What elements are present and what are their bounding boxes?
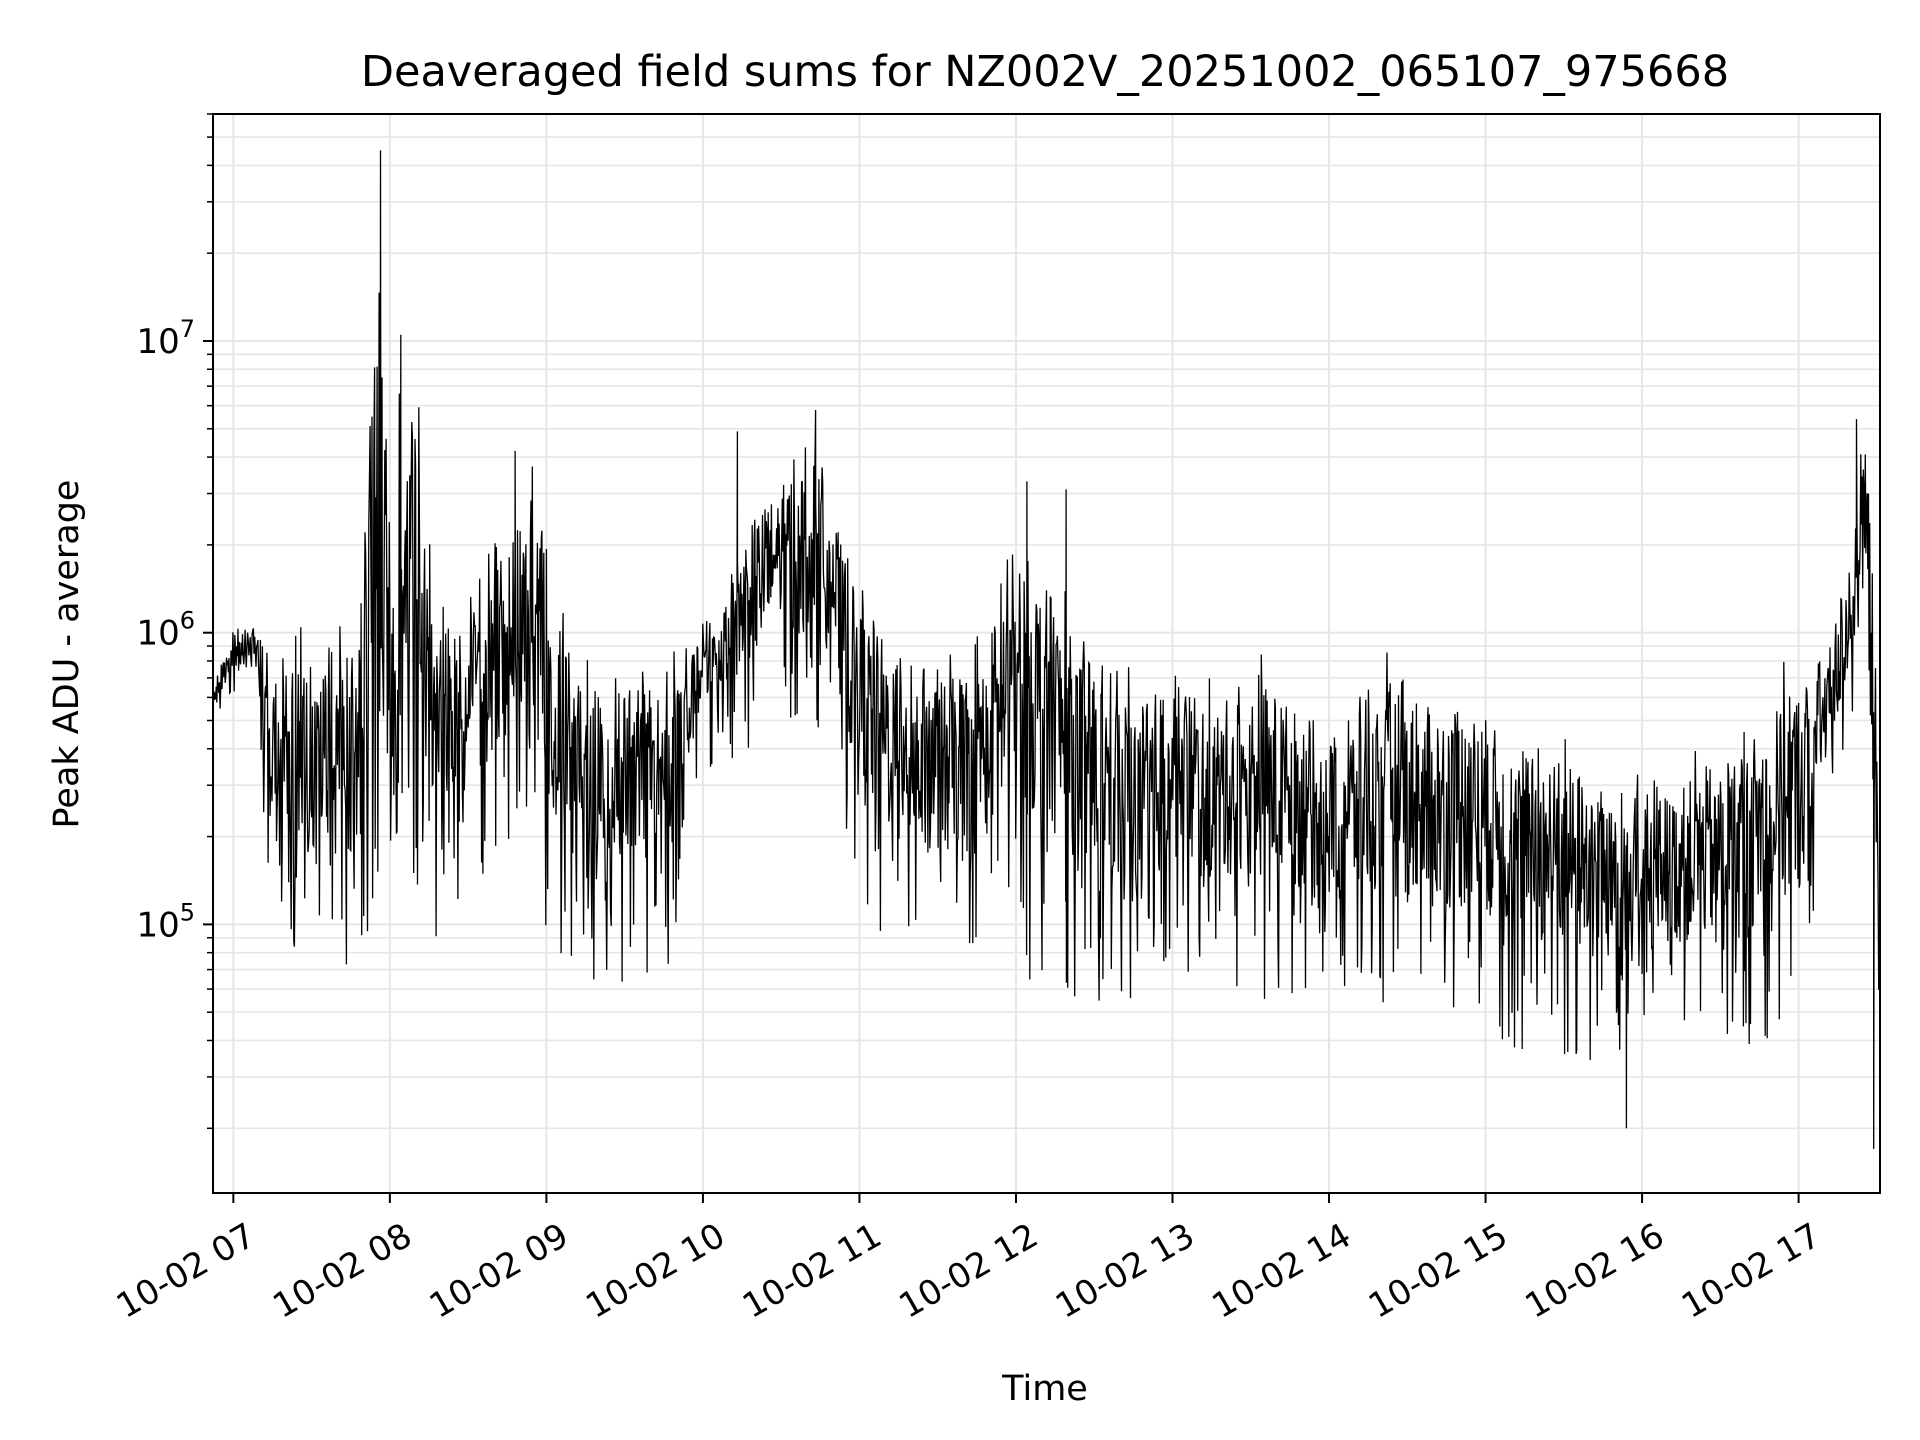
y-axis-label: Peak ADU - average — [47, 480, 87, 829]
y-tick-label: 105 — [136, 898, 195, 945]
series-line — [213, 150, 1880, 1149]
y-tick-label: 106 — [136, 607, 195, 654]
y-axis: 105 106 107 — [136, 113, 213, 1130]
series-path — [213, 150, 1880, 1149]
x-axis-label: Time — [1001, 1369, 1088, 1409]
y-tick-label: 107 — [136, 315, 195, 362]
chart-title: Deaveraged field sums for NZ002V_2025100… — [361, 47, 1729, 97]
plot-frame — [212, 113, 1881, 1194]
